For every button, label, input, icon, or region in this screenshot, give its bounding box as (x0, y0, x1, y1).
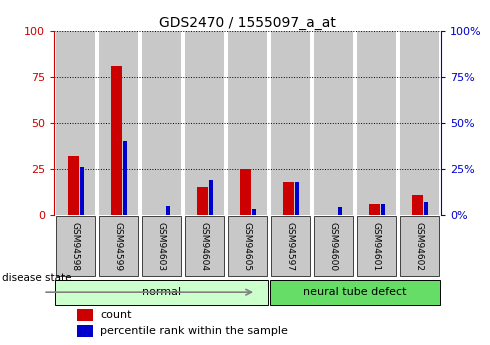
Text: GSM94600: GSM94600 (329, 222, 338, 271)
FancyBboxPatch shape (56, 216, 95, 276)
Text: GSM94602: GSM94602 (415, 222, 424, 271)
Bar (357, 31, 396, 215)
FancyBboxPatch shape (271, 216, 310, 276)
Bar (68, 156, 78, 215)
FancyBboxPatch shape (270, 280, 440, 305)
FancyBboxPatch shape (99, 216, 138, 276)
Text: GSM94601: GSM94601 (372, 222, 381, 271)
Bar (240, 169, 251, 215)
Bar (142, 31, 181, 215)
Text: GSM94605: GSM94605 (243, 222, 252, 271)
Bar (111, 66, 122, 215)
Text: GSM94598: GSM94598 (71, 222, 80, 271)
Bar (338, 207, 343, 215)
FancyBboxPatch shape (314, 216, 353, 276)
Bar (412, 195, 423, 215)
Bar (228, 31, 267, 215)
Bar (271, 31, 310, 215)
Bar (283, 182, 294, 215)
Bar (197, 187, 208, 215)
Text: disease state: disease state (2, 273, 72, 283)
Text: neural tube defect: neural tube defect (303, 287, 407, 297)
Text: normal: normal (142, 287, 181, 297)
FancyBboxPatch shape (228, 216, 267, 276)
Text: count: count (100, 310, 132, 320)
Bar (123, 141, 127, 215)
Title: GDS2470 / 1555097_a_at: GDS2470 / 1555097_a_at (159, 16, 336, 30)
Bar (295, 182, 299, 215)
Bar (400, 31, 439, 215)
Bar (314, 31, 353, 215)
FancyBboxPatch shape (142, 216, 181, 276)
FancyBboxPatch shape (185, 216, 224, 276)
Bar (77, 309, 93, 321)
Bar (381, 204, 385, 215)
Bar (77, 325, 93, 336)
Bar (369, 204, 380, 215)
Bar (424, 202, 428, 215)
Bar (209, 180, 213, 215)
FancyBboxPatch shape (400, 216, 439, 276)
Text: GSM94603: GSM94603 (157, 222, 166, 271)
Bar (252, 209, 256, 215)
Text: GSM94604: GSM94604 (200, 222, 209, 271)
Bar (185, 31, 224, 215)
Text: GSM94599: GSM94599 (114, 222, 123, 271)
FancyBboxPatch shape (357, 216, 396, 276)
Text: percentile rank within the sample: percentile rank within the sample (100, 326, 288, 336)
Bar (166, 206, 170, 215)
Text: GSM94597: GSM94597 (286, 222, 295, 271)
Bar (56, 31, 95, 215)
FancyBboxPatch shape (55, 280, 268, 305)
Bar (80, 167, 84, 215)
Bar (99, 31, 138, 215)
